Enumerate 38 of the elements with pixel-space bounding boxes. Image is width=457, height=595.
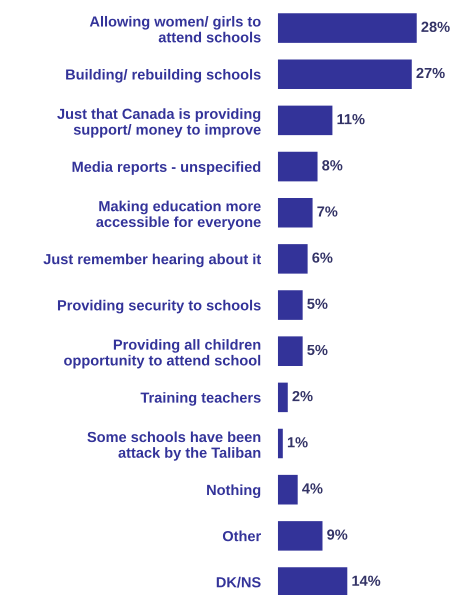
y-tick-label: Providing security to schools	[58, 300, 261, 314]
bar	[278, 521, 322, 551]
bar	[278, 428, 283, 458]
y-tick-label: Training teachers	[140, 392, 261, 406]
bar	[278, 290, 303, 320]
data-label: 6%	[312, 252, 332, 263]
data-label: 11%	[338, 114, 365, 124]
bar	[278, 382, 288, 412]
y-tick-label: Providing all children opportunity to attend school	[64, 339, 260, 368]
y-tick-label: DK/NS	[216, 576, 261, 588]
data-label: 2%	[292, 390, 313, 402]
data-label: 28%	[421, 22, 450, 32]
data-label: 8%	[322, 160, 342, 170]
data-label: 5%	[307, 298, 328, 309]
bar	[278, 106, 332, 136]
y-tick-label: Allowing women/ girls to attend schools	[90, 16, 261, 42]
y-tick-label: Nothing	[207, 484, 260, 498]
bar	[278, 59, 412, 90]
y-tick-label: Media reports - unspecified	[72, 161, 260, 175]
data-label: 1%	[288, 437, 308, 448]
data-label: 5%	[307, 344, 328, 356]
y-tick-label: Some schools have been attack by the Taliban	[87, 431, 260, 461]
bar	[278, 13, 417, 43]
bar	[278, 244, 308, 274]
bar	[278, 336, 303, 366]
data-label: 7%	[317, 206, 338, 217]
y-tick-label: Just remember hearing about it	[43, 254, 262, 268]
bar	[278, 152, 318, 182]
y-tick-label: Making education more accessible for everyone	[96, 200, 261, 230]
y-tick-label: Building/ rebuilding schools	[66, 68, 261, 83]
data-label: 27%	[416, 68, 445, 78]
bar	[278, 198, 313, 228]
data-label: 4%	[302, 483, 323, 494]
y-tick-label: Other	[222, 530, 261, 542]
y-tick-label: Just that Canada is providing support/ money to improve	[57, 108, 261, 138]
bar	[278, 474, 298, 504]
data-label: 9%	[327, 529, 348, 540]
data-label: 14%	[352, 576, 380, 586]
